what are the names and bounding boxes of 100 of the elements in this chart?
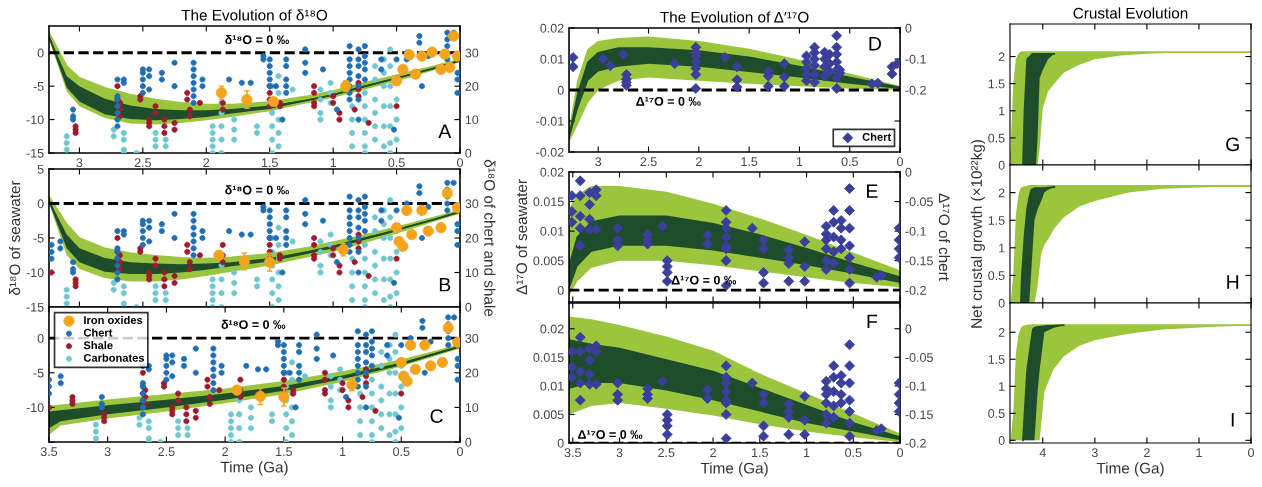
x-tick-label: 2.5 <box>158 447 175 457</box>
y2-tick-label: -0.1 <box>905 226 926 236</box>
y2-tick-label: 0 <box>465 148 472 158</box>
y-tick-label: -0.02 <box>536 147 564 157</box>
annotation: D <box>869 37 881 51</box>
y2-tick-label: 0 <box>905 23 912 33</box>
y-tick-label: 0.5 <box>988 271 1005 281</box>
annotation: G <box>1226 137 1239 152</box>
y2-tick-label: -0.2 <box>905 285 926 295</box>
chart-title: Crustal Evolution <box>1073 7 1188 19</box>
x-tick-label: 1.5 <box>276 447 293 457</box>
y2-tick-label: 20 <box>465 81 479 91</box>
y2-tick-label: -0.15 <box>905 256 933 266</box>
x-tick-label: 0.5 <box>841 157 858 167</box>
y-tick-label: 0.01 <box>540 54 564 64</box>
y2-tick-label: 0 <box>905 167 912 177</box>
y-tick-label: 5 <box>37 164 44 174</box>
x-tick-label: 3 <box>595 157 602 167</box>
annotation: I <box>1231 413 1234 427</box>
x-tick-label: 0 <box>457 447 463 457</box>
x-tick-label: 1.5 <box>752 448 768 458</box>
x-tick-label: 3 <box>104 447 111 457</box>
y2-axis-title: δ¹⁸O of chert and shale <box>484 159 496 317</box>
y-tick-label: 0 <box>37 48 44 58</box>
y-tick-label: 0.005 <box>533 410 564 420</box>
y-tick-label: -10 <box>26 115 44 125</box>
x-tick-label: 3 <box>616 448 623 458</box>
y2-tick-label: -0.2 <box>905 85 926 95</box>
x-tick-label: 3 <box>1091 448 1098 458</box>
x-tick-label: 0 <box>457 158 463 168</box>
x-tick-label: 2.5 <box>640 157 657 167</box>
y-tick-label: 0 <box>998 298 1005 308</box>
y-tick-label: -5 <box>33 233 44 243</box>
y2-tick-label: 20 <box>465 233 479 243</box>
y-tick-label: 0 <box>557 285 564 295</box>
x-tick-label: 0.5 <box>393 447 410 457</box>
y-tick-label: 0.01 <box>540 381 564 391</box>
x-tick-label: 2 <box>222 447 228 456</box>
annotation: E <box>867 184 878 198</box>
y-tick-label: 0.5 <box>988 409 1005 418</box>
x-tick-label: 0 <box>897 448 904 458</box>
y-tick-label: -15 <box>26 148 44 158</box>
y-tick-label: 0.015 <box>533 197 564 207</box>
x-tick-label: 2.5 <box>658 448 675 458</box>
y-tick-label: 1 <box>999 243 1005 253</box>
y-tick-label: 0.02 <box>540 324 564 334</box>
legend-label: Shale <box>83 341 113 350</box>
x-tick-label: 1.5 <box>261 158 278 168</box>
y-tick-label: 0 <box>37 333 44 343</box>
legend-label: Carbonates <box>83 353 145 362</box>
y-tick-label: 0.5 <box>988 133 1005 143</box>
x-tick-label: 0.5 <box>845 448 862 458</box>
annotation: B <box>439 277 451 292</box>
x-tick-label: 2 <box>710 448 716 457</box>
x-tick-label: 3 <box>76 158 83 168</box>
y-tick-label: -10 <box>26 268 44 278</box>
y-tick-label: 1.5 <box>988 355 1005 364</box>
y-tick-label: 0 <box>557 438 564 448</box>
x-tick-label: 1 <box>340 447 346 456</box>
y2-tick-label: -0.2 <box>905 438 926 448</box>
x-tick-label: 2.5 <box>134 158 152 168</box>
x-axis-title: Time (Ga) <box>700 462 768 477</box>
chart-title: The Evolution of δ¹⁸O <box>181 9 328 21</box>
x-tick-label: 2 <box>695 157 702 166</box>
legend-label: Chert <box>862 132 892 141</box>
x-tick-label: 1 <box>804 448 810 457</box>
x-tick-label: 1 <box>1196 448 1202 457</box>
y-tick-label: 0 <box>37 199 44 209</box>
x-tick-label: 3.5 <box>564 448 581 458</box>
y-tick-label: -5 <box>33 368 44 378</box>
y-tick-label: -0.01 <box>536 116 564 126</box>
y2-tick-label: 30 <box>465 333 479 343</box>
y-tick-label: 2 <box>998 52 1005 62</box>
y-tick-label: 0 <box>998 436 1005 445</box>
x-tick-label: 3.5 <box>40 447 58 457</box>
annotation: δ¹⁸O = 0 ‰ <box>225 34 289 45</box>
y2-tick-label: -0.1 <box>905 381 926 391</box>
annotation: Δ¹⁷O = 0 ‰ <box>671 275 737 285</box>
y-tick-label: 1 <box>999 382 1005 391</box>
annotation: δ¹⁸O = 0 ‰ <box>221 319 286 329</box>
y2-tick-label: -0.05 <box>905 353 933 362</box>
x-tick-label: 2 <box>203 158 210 167</box>
y-tick-label: 2 <box>998 328 1005 337</box>
annotation: C <box>430 409 443 423</box>
y-tick-label: -5 <box>33 82 44 91</box>
y2-tick-label: 0 <box>905 324 912 334</box>
y-tick-label: 1.5 <box>988 79 1005 89</box>
y-axis-title: Δ¹⁷O of seawater <box>515 179 528 295</box>
x-axis-title: Time (Ga) <box>220 461 288 476</box>
y2-tick-label: 10 <box>465 403 479 413</box>
y2-tick-label: 30 <box>465 48 479 58</box>
x-tick-label: 1 <box>330 158 336 167</box>
x-tick-label: 1.5 <box>741 157 758 167</box>
y-tick-label: 0.01 <box>540 226 564 236</box>
y2-tick-label: -0.1 <box>905 54 926 64</box>
y2-axis-title: Δ¹⁷O of chert <box>938 193 951 281</box>
y2-tick-label: -0.05 <box>905 197 933 207</box>
y2-tick-label: 10 <box>465 268 479 278</box>
annotation: δ¹⁸O = 0 ‰ <box>225 185 289 195</box>
y-tick-label: 0.015 <box>533 353 564 362</box>
